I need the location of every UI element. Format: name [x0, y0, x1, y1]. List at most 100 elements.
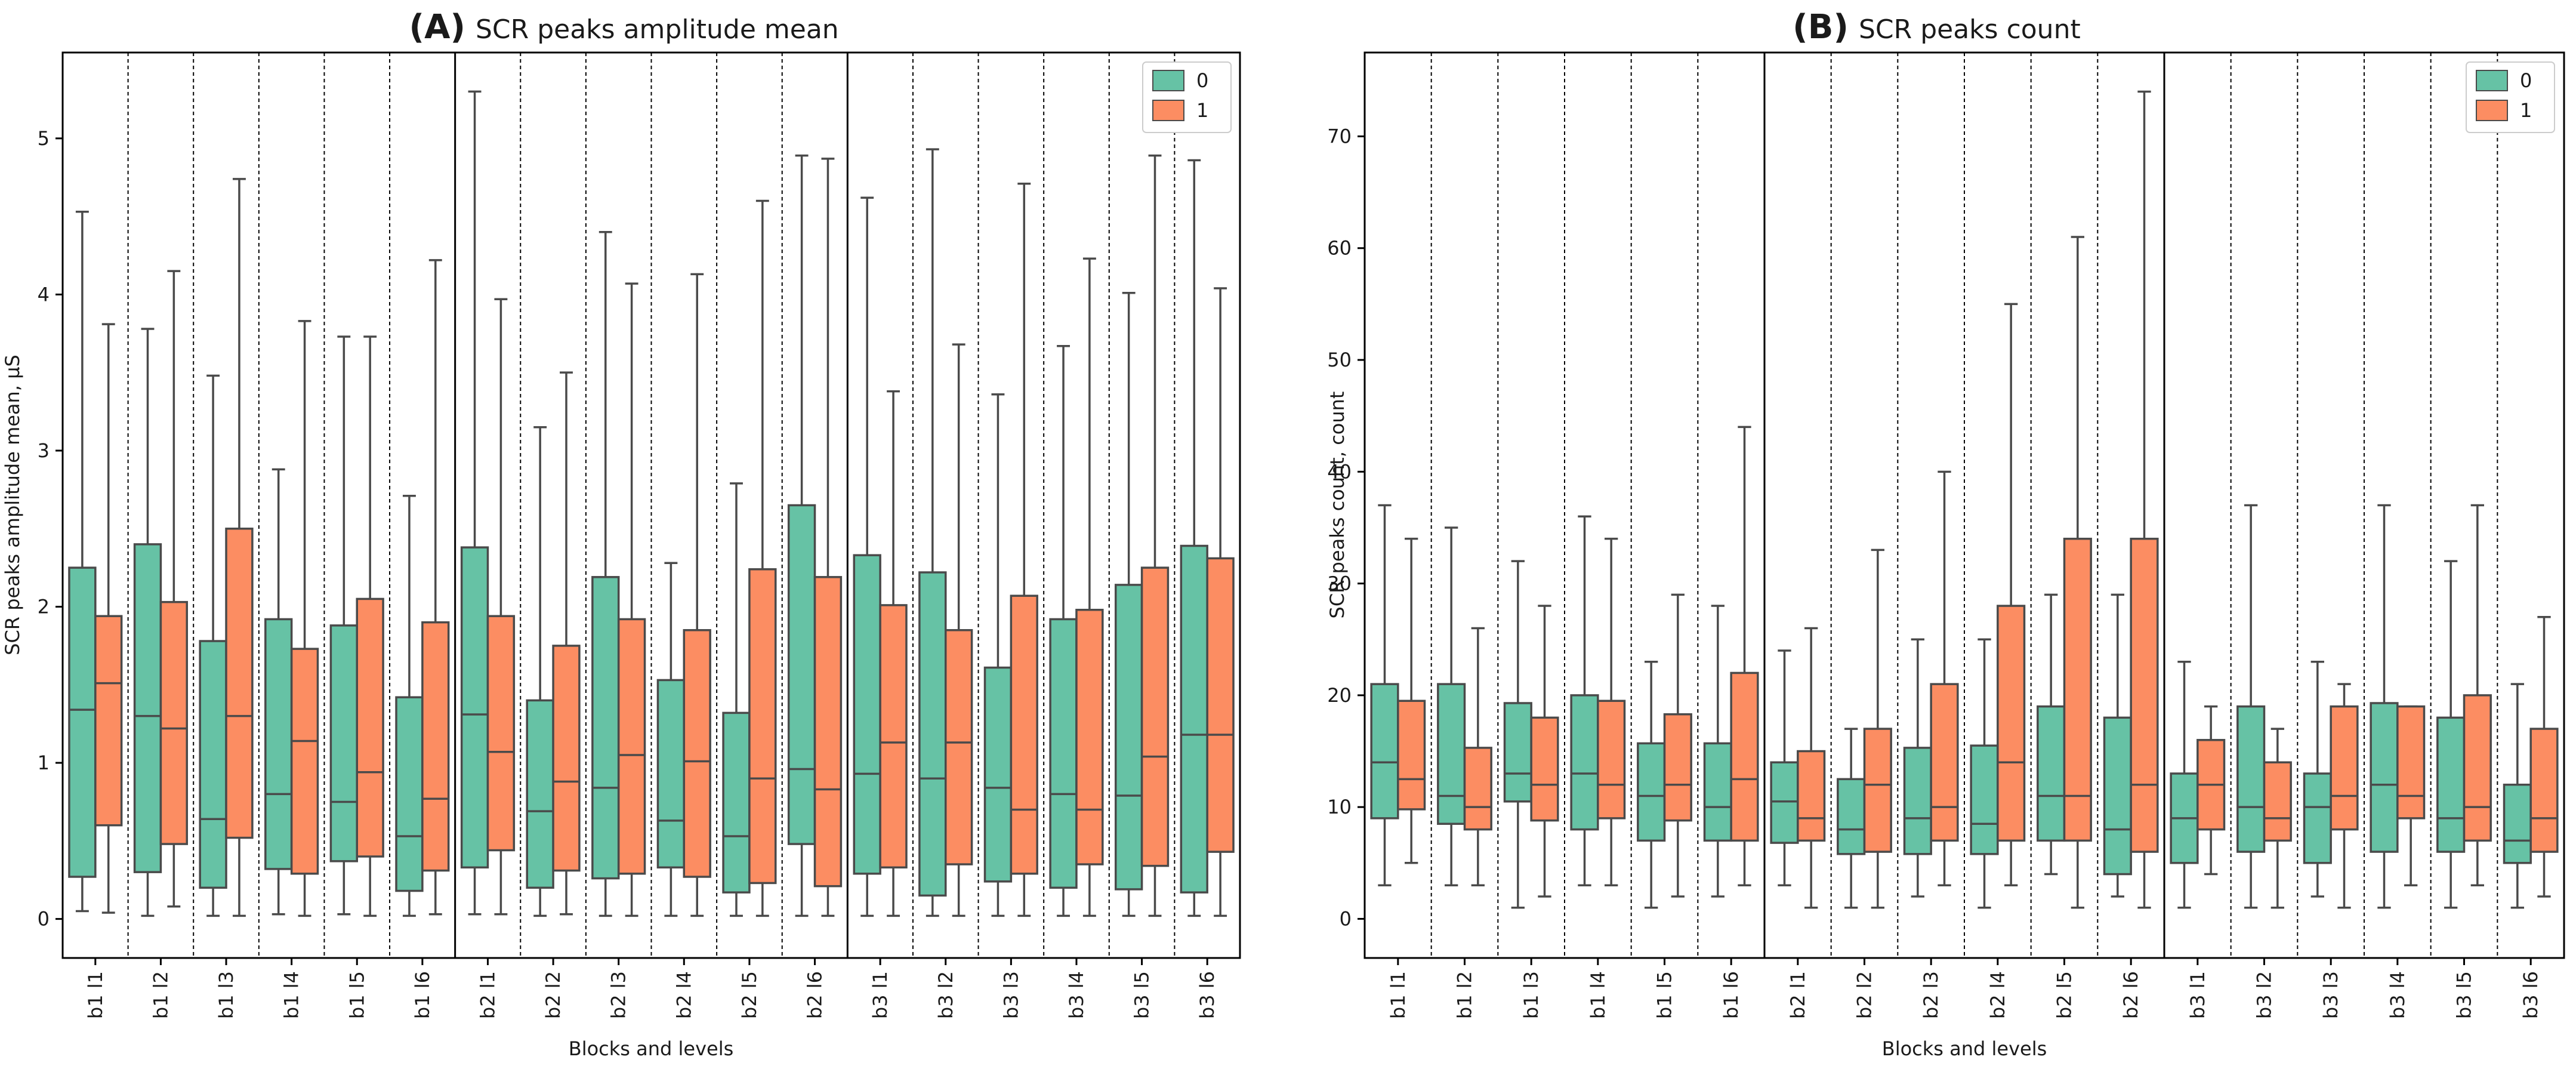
panel-a-box-b2-l3-group-1: [617, 282, 646, 917]
panel-a-ytick-label: 0: [38, 908, 50, 931]
panel-b-xtick-label: b3 l6: [2519, 971, 2542, 1019]
panel-b-box-b1-l3-group-1: [1530, 605, 1559, 898]
panel-a-box-b3-l3-group-0: [983, 393, 1013, 917]
panel-a-box-b2-l6-group-1: [813, 158, 843, 917]
panel-b-box-b1-l2-group-0: [1437, 526, 1466, 887]
box-iqr: [68, 566, 97, 878]
box-iqr: [1997, 605, 2026, 842]
panel-a-box-b3-l1-group-0: [853, 196, 881, 917]
panel-a-xlabel: Blocks and levels: [569, 1037, 734, 1060]
panel-b-box-b3-l4-group-1: [2396, 705, 2426, 887]
panel-b-box-b2-l5-group-0: [2037, 593, 2066, 876]
panel-b-legend-label-0: 0: [2520, 69, 2532, 92]
panel-b-box-b2-l6-group-1: [2130, 90, 2159, 909]
panel-b-ytick-label: 60: [1327, 237, 1352, 260]
panel-b-xtick-label: b3 l4: [2386, 971, 2409, 1019]
panel-a-xtick-label: b3 l1: [869, 971, 891, 1019]
box-iqr: [133, 543, 162, 873]
panel-a-xtick-label: b3 l6: [1196, 971, 1218, 1019]
panel-b-box-b1-l4-group-0: [1570, 515, 1599, 887]
panel-b-xtick-label: b1 l3: [1520, 971, 1542, 1019]
panel-b-box-b2-l1-group-0: [1770, 649, 1799, 887]
box-iqr: [1637, 742, 1666, 842]
panel-a-box-b2-l2-group-1: [552, 371, 581, 916]
box-iqr: [1930, 683, 1959, 842]
panel-b-xtick-label: b3 l2: [2253, 971, 2276, 1019]
panel-a-xtick-label: b3 l5: [1131, 971, 1153, 1019]
box-iqr: [526, 699, 554, 889]
panel-b-xtick-label: b1 l6: [1720, 971, 1742, 1019]
panel-a-box-b3-l4-group-1: [1075, 257, 1104, 917]
box-iqr: [945, 628, 973, 865]
panel-a-xtick-label: b2 l3: [607, 971, 630, 1019]
panel-b-xtick-label: b1 l5: [1653, 971, 1676, 1019]
panel-a-box-b3-l1-group-1: [879, 390, 908, 917]
panel-a-ytick-label: 2: [38, 596, 50, 618]
panel-a-box-b1-l3-group-0: [199, 374, 227, 917]
box-iqr: [552, 645, 581, 872]
panel-b-ytick-label: 70: [1327, 125, 1352, 147]
panel-b-legend-label-1: 1: [2520, 99, 2532, 122]
panel-b-box-b1-l2-group-1: [1463, 627, 1492, 887]
panel-b-label: (B): [1793, 8, 1849, 47]
box-iqr: [2130, 537, 2159, 853]
box-iqr: [2063, 537, 2092, 842]
box-iqr: [2396, 705, 2426, 819]
panel-b-xtick-label: b2 l3: [1920, 971, 1942, 1019]
panel-a-x-axis: b1 l1 b1 l2 b1 l3 b1 l4 b1 l5 b1 l6 b2 l1 b2 l2…: [84, 958, 1218, 1019]
box-iqr: [1397, 700, 1426, 811]
panel-a-ytick-label: 4: [38, 283, 50, 306]
box-iqr: [2463, 694, 2492, 842]
panel-a-legend: 0 1: [1142, 61, 1232, 133]
panel-b-box-b1-l5-group-0: [1637, 660, 1666, 909]
panel-b-box-b3-l6-group-0: [2503, 683, 2532, 909]
panel-a-xtick-label: b1 l4: [280, 971, 303, 1019]
box-iqr: [591, 576, 620, 880]
box-iqr: [1663, 713, 1692, 822]
panel-a-box-b1-l4-group-1: [290, 320, 319, 917]
box-iqr: [1114, 584, 1143, 891]
box-iqr: [2330, 705, 2359, 831]
panel-b-ylabel: SCR peaks count, count: [1326, 392, 1349, 619]
box-iqr: [617, 618, 646, 875]
panel-b-box-b3-l3-group-1: [2330, 683, 2359, 909]
panel-a-ytick-label: 3: [38, 439, 50, 462]
panel-b-box-b1-l5-group-1: [1663, 593, 1692, 898]
box-iqr: [356, 597, 384, 858]
panel-b-ytick-label: 0: [1340, 907, 1352, 930]
panel-b-box-b1-l4-group-1: [1597, 537, 1626, 887]
panel-a-label: (A): [409, 8, 465, 47]
box-iqr: [2103, 716, 2132, 876]
box-iqr: [1770, 761, 1799, 844]
panel-a-legend-swatch-1: [1152, 100, 1184, 121]
panel-a-box-b2-l1-group-1: [486, 298, 516, 916]
panel-a-box-b3-l4-group-0: [1049, 344, 1078, 917]
box-iqr: [1049, 618, 1078, 889]
panel-a-box-b2-l1-group-0: [460, 90, 489, 916]
panel-a-box-b3-l6-group-0: [1180, 159, 1208, 917]
panel-a-box-b1-l1-group-1: [94, 323, 123, 914]
panel-b-box-b3-l2-group-1: [2263, 728, 2292, 909]
box-iqr: [722, 711, 751, 894]
panel-a-boxes: [68, 90, 1235, 917]
panel-a-y-axis: 0 1 2 3 4 5: [38, 127, 63, 931]
box-iqr: [2037, 705, 2066, 842]
panel-a-xtick-label: b3 l3: [999, 971, 1022, 1019]
panel-a-legend-label-0: 0: [1196, 69, 1208, 92]
box-iqr: [1863, 728, 1892, 853]
box-iqr: [94, 615, 123, 827]
panel-b-boxes: [1370, 90, 2559, 909]
panel-a-box-b3-l3-group-1: [1010, 182, 1038, 917]
panel-a-box-b3-l5-group-1: [1140, 154, 1170, 917]
box-iqr: [159, 600, 189, 845]
panel-a-box-b3-l5-group-0: [1114, 292, 1143, 917]
panel-a-box-b3-l2-group-1: [945, 343, 973, 917]
box-iqr: [1703, 742, 1732, 842]
box-iqr: [1530, 716, 1559, 822]
panel-a-box-b1-l5-group-0: [329, 335, 359, 916]
panel-a-xtick-label: b1 l2: [149, 971, 172, 1019]
panel-b-title: SCR peaks count: [1859, 14, 2081, 45]
panel-b-xtick-label: b3 l5: [2453, 971, 2476, 1019]
panel-b-box-b3-l2-group-0: [2236, 504, 2266, 909]
